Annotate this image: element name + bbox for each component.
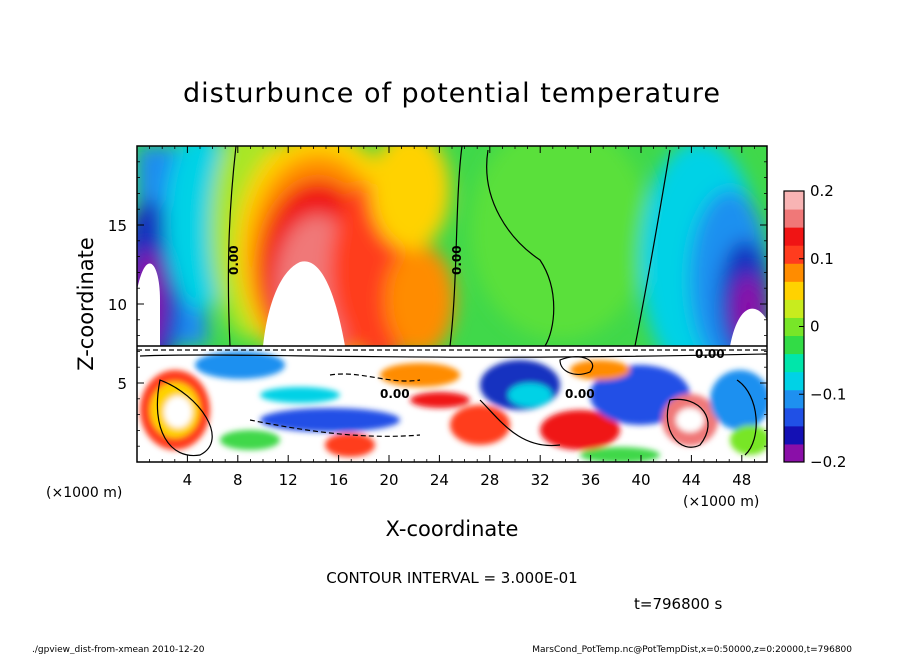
time-stamp: t=796800 s bbox=[634, 595, 722, 613]
positive-core bbox=[263, 261, 345, 346]
colorbar-band bbox=[784, 209, 804, 228]
x-axis-label: X-coordinate bbox=[386, 517, 519, 541]
contour-interval: CONTOUR INTERVAL = 3.000E-01 bbox=[326, 569, 577, 587]
x-tick-label: 40 bbox=[631, 471, 650, 489]
contour-label: 0.00 bbox=[450, 245, 464, 275]
x-unit-left: (×1000 m) bbox=[46, 485, 122, 501]
x-ticks: 4 8 12 16 20 24 28 32 36 40 44 48 bbox=[149, 146, 755, 489]
footer-right: MarsCond_PotTemp.nc@PotTempDist,x=0:5000… bbox=[532, 645, 852, 654]
x-tick-label: 4 bbox=[183, 471, 193, 489]
contour-label: 0.00 bbox=[380, 387, 410, 401]
colorbar-band bbox=[784, 317, 804, 337]
colorbar-band bbox=[784, 407, 804, 427]
x-tick-label: 44 bbox=[682, 471, 701, 489]
colorbar-band bbox=[784, 281, 804, 300]
colorbar-tick-label: 0.2 bbox=[810, 182, 834, 200]
colorbar-band bbox=[784, 443, 804, 463]
negative-core-left bbox=[137, 263, 160, 346]
colorbar-tick-label: 0.1 bbox=[810, 250, 834, 268]
x-tick-label: 28 bbox=[480, 471, 499, 489]
x-tick-label: 48 bbox=[732, 471, 751, 489]
colorbar: 0.2 0.1 0 −0.1 −0.2 bbox=[783, 182, 846, 471]
y-tick-label: 15 bbox=[108, 217, 127, 235]
x-tick-label: 24 bbox=[430, 471, 449, 489]
y-tick-label: 5 bbox=[117, 375, 127, 393]
footer-left: ./gpview_dist-from-xmean 2010-12-20 bbox=[32, 645, 205, 654]
contour-labels: 0.00 0.00 0.00 0.00 0.00 bbox=[227, 245, 725, 401]
negative-core-right bbox=[730, 308, 767, 346]
x-tick-label: 32 bbox=[531, 471, 550, 489]
heatmap-field: 0.00 0.00 0.00 0.00 0.00 bbox=[137, 146, 767, 462]
colorbar-band bbox=[784, 371, 804, 391]
y-axis-label: Z-coordinate bbox=[74, 237, 98, 371]
x-unit-right: (×1000 m) bbox=[683, 494, 759, 510]
x-tick-label: 20 bbox=[379, 471, 398, 489]
contour-lines bbox=[137, 146, 767, 457]
colorbar-band bbox=[784, 335, 804, 355]
colorbar-tick-label: 0 bbox=[810, 318, 820, 336]
colorbar-tick-label: −0.2 bbox=[810, 453, 846, 471]
y-ticks: 5 10 15 bbox=[108, 161, 767, 447]
colorbar-band bbox=[784, 227, 804, 246]
contour-label: 0.00 bbox=[695, 347, 725, 361]
colorbar-tick-label: −0.1 bbox=[810, 385, 846, 403]
colorbar-band bbox=[784, 353, 804, 373]
colorbar-band bbox=[784, 191, 804, 210]
x-tick-label: 16 bbox=[329, 471, 348, 489]
x-tick-label: 12 bbox=[279, 471, 298, 489]
colorbar-band bbox=[784, 263, 804, 282]
y-tick-label: 10 bbox=[108, 296, 127, 314]
contour-label: 0.00 bbox=[227, 245, 241, 275]
x-tick-label: 8 bbox=[233, 471, 243, 489]
contour-label: 0.00 bbox=[565, 387, 595, 401]
lower-layer bbox=[137, 346, 767, 462]
colorbar-band bbox=[784, 299, 804, 318]
colorbar-band bbox=[784, 425, 804, 445]
colorbar-band bbox=[784, 389, 804, 409]
x-tick-label: 36 bbox=[581, 471, 600, 489]
chart-title: disturbunce of potential temperature bbox=[183, 78, 721, 109]
colorbar-band bbox=[784, 245, 804, 264]
